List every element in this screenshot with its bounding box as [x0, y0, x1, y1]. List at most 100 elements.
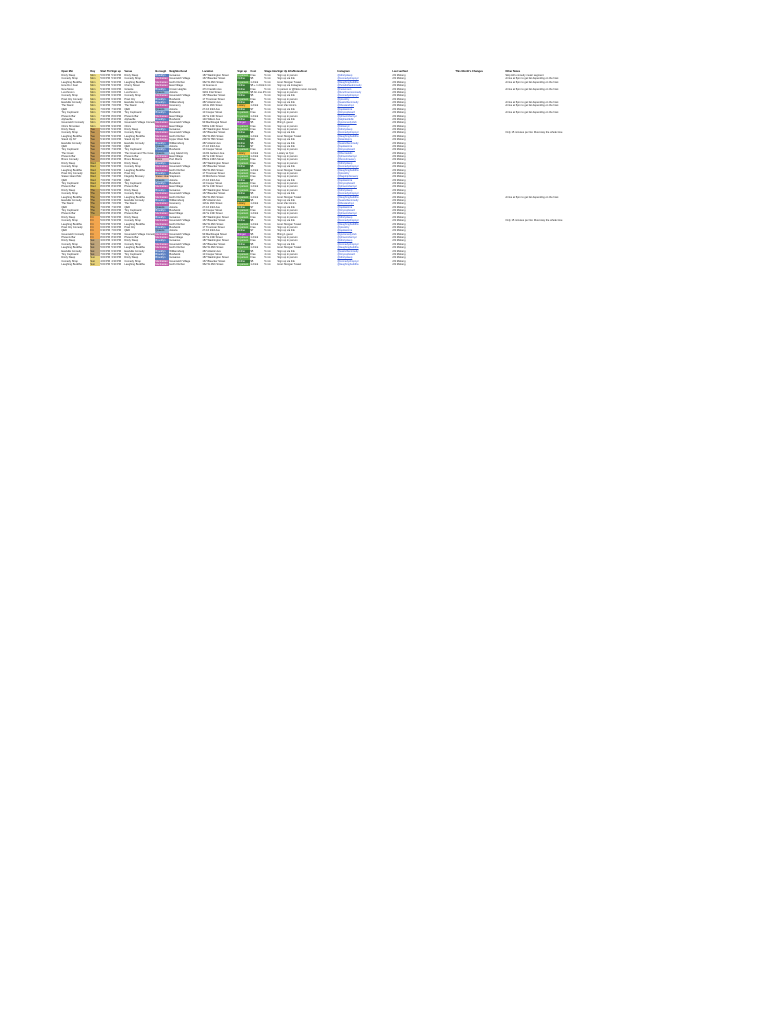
cell-borough[interactable]: Bronx — [155, 158, 169, 162]
cell-stage-time[interactable]: 5 min — [264, 239, 271, 243]
cell-sign-up-info[interactable]: Sign up via link — [277, 242, 295, 246]
cell-open-mic[interactable]: Dimly Sleep — [61, 239, 76, 243]
cell-location[interactable]: 140 Wilson Ave — [202, 117, 221, 121]
cell-last-verified[interactable]: 2/3 Moberg — [392, 185, 406, 189]
cell-sign-up[interactable]: In person — [237, 134, 250, 139]
cell-sign-up-time[interactable]: 5:30 PM — [111, 84, 122, 88]
cell-last-verified[interactable]: 2/3 Moberg — [392, 121, 406, 125]
cell-stage-time[interactable]: 5 min — [264, 263, 271, 266]
cell-stage-time[interactable]: 5 min — [264, 168, 271, 172]
cell-day[interactable]: Sat — [90, 239, 100, 243]
table-row[interactable]: QED Wed 7:00 PM 7:30 PM QED Queens Astoria 27-1… — [61, 178, 721, 182]
cell-stage-time[interactable]: 5 min — [264, 202, 271, 206]
cell-last-verified[interactable]: 2/3 Moberg — [392, 155, 406, 158]
cell-last-verified[interactable]: 2/3 Moberg — [392, 128, 406, 131]
cell-sign-up[interactable]: Online — [237, 84, 250, 88]
cell-borough[interactable]: Manhattan — [155, 232, 169, 236]
cell-cost[interactable]: Free — [250, 252, 256, 256]
cell-borough[interactable]: Brooklyn — [155, 256, 169, 260]
cell-stage-time[interactable]: 5 min — [264, 256, 271, 260]
cell-start-time[interactable]: 8:00 PM — [100, 117, 111, 121]
cell-stage-time[interactable]: 5 min — [264, 249, 271, 253]
cell-cost[interactable]: Free — [250, 182, 256, 185]
cell-open-mic[interactable]: Comedy Shop — [61, 94, 78, 98]
cell-open-mic[interactable]: Stand Up NY — [61, 138, 77, 142]
cell-location[interactable]: 487 Atlantic Ave — [202, 249, 221, 253]
cell-start-time[interactable]: 7:00 PM — [100, 111, 111, 115]
cell-sign-up[interactable]: Online — [237, 219, 250, 223]
cell-venue[interactable]: Laughing Buddha — [124, 246, 145, 250]
cell-borough[interactable]: Queens — [155, 90, 169, 95]
cell-sign-up[interactable]: In person — [237, 209, 250, 213]
cell-cost[interactable]: $5 — [250, 242, 254, 246]
cell-sign-up-time[interactable]: 7:00 PM — [111, 104, 122, 108]
cell-open-mic[interactable]: Eastville Comedy — [61, 141, 82, 145]
cell-start-time[interactable]: 5:00 PM — [100, 165, 111, 169]
cell-instagram[interactable]: @comedyshopnyc — [337, 192, 359, 196]
cell-open-mic[interactable]: Comedy Shop — [61, 131, 78, 135]
cell-last-verified[interactable]: 2/3 Moberg — [392, 198, 406, 202]
cell-sign-up[interactable]: Online — [237, 178, 250, 182]
header-stage-time[interactable]: Stage time — [264, 70, 277, 73]
cell-instagram[interactable]: @bronxbrewery — [337, 158, 356, 162]
cell-last-verified[interactable]: 2/3 Moberg — [392, 168, 406, 172]
cell-instagram[interactable]: @ottosnyc — [337, 124, 350, 128]
cell-neighborhood[interactable]: Gowanus — [169, 256, 181, 260]
cell-borough[interactable]: Brooklyn — [155, 249, 169, 253]
cell-sign-up-time[interactable]: 6:00 PM — [111, 87, 122, 91]
cell-sign-up[interactable]: In person — [237, 256, 250, 260]
cell-instagram[interactable]: @dimlysleep — [337, 239, 353, 243]
cell-sign-up-info[interactable]: Sign up via Instagram — [277, 84, 303, 88]
cell-sign-up[interactable]: In person — [237, 239, 250, 243]
cell-location[interactable]: 362 W 46th Street — [202, 195, 224, 199]
cell-start-time[interactable]: 6:00 PM — [100, 97, 111, 101]
cell-neighborhood[interactable]: Stapleton — [169, 175, 181, 179]
cell-instagram[interactable]: @gvcomedyclub — [337, 232, 357, 236]
cell-cost[interactable]: Free — [250, 87, 256, 91]
cell-sign-up[interactable]: Online — [237, 101, 250, 105]
cell-sign-up[interactable]: In person — [237, 182, 250, 186]
table-row[interactable]: The Stand Mon 6:30 PM 7:00 PM The Stand Manha… — [61, 104, 721, 108]
cell-start-time[interactable]: 6:00 PM — [100, 141, 111, 145]
cell-neighborhood[interactable]: Greenwich Village — [169, 259, 191, 263]
cell-sign-up[interactable]: In person — [237, 148, 250, 152]
cell-sign-up[interactable]: In person — [237, 90, 250, 95]
cell-start-time[interactable]: 5:00 PM — [100, 263, 111, 266]
cell-last-verified[interactable]: 2/3 Moberg — [392, 80, 406, 84]
cell-stage-time[interactable]: 5 min — [264, 138, 271, 142]
cell-day[interactable]: Mon — [90, 84, 100, 88]
cell-day[interactable]: Thu — [90, 202, 100, 206]
cell-sign-up-info[interactable]: Host: Morgan Tussel — [277, 195, 302, 199]
table-row[interactable]: Phoenix Bar Wed 8:00 PM 8:30 PM Phoenix Bar M… — [61, 185, 721, 189]
cell-cost[interactable]: 1 drink — [250, 185, 259, 189]
cell-borough[interactable]: Brooklyn — [155, 252, 169, 257]
cell-sign-up[interactable]: In person — [237, 246, 250, 250]
cell-sign-up[interactable]: Lottery — [237, 202, 250, 206]
cell-neighborhood[interactable]: Hell's Kitchen — [169, 134, 186, 138]
cell-venue[interactable]: Dimly Sleep — [124, 215, 139, 219]
cell-start-time[interactable]: 6:30 PM — [100, 202, 111, 206]
cell-venue[interactable]: QED — [124, 229, 131, 233]
cell-cost[interactable]: $7 — [250, 144, 254, 148]
cell-start-time[interactable]: 7:00 PM — [100, 148, 111, 152]
cell-sign-up-time[interactable]: 8:30 PM — [111, 212, 122, 216]
cell-open-mic[interactable]: Pixel City Comedy — [61, 171, 83, 175]
cell-day[interactable]: Mon — [90, 104, 100, 108]
cell-neighborhood[interactable]: Port Morris — [169, 158, 183, 162]
cell-last-verified[interactable]: 2/3 Moberg — [392, 114, 406, 118]
cell-neighborhood[interactable]: Williamsburg — [169, 198, 185, 202]
cell-sign-up[interactable]: Bringer — [237, 121, 250, 125]
cell-stage-time[interactable]: 5 min — [264, 114, 271, 118]
cell-open-mic[interactable]: QED — [61, 144, 68, 148]
cell-day[interactable]: Mon — [90, 124, 100, 128]
cell-open-mic[interactable]: Phoenix Bar — [61, 155, 76, 158]
cell-cost[interactable]: $7 — [250, 107, 254, 111]
cell-start-time[interactable]: 7:00 PM — [100, 107, 111, 111]
table-row[interactable]: Phoenix Bar Thu 8:00 PM 8:30 PM Phoenix Bar M… — [61, 212, 721, 216]
table-row[interactable]: Laughing Buddha Tue 5:00 PM 5:30 PM Laughing… — [61, 134, 721, 139]
cell-location[interactable]: 27-16 23rd Ave — [202, 205, 220, 209]
cell-venue[interactable]: Pixel City — [124, 225, 136, 229]
cell-start-time[interactable]: 3:00 PM — [100, 239, 111, 243]
cell-sign-up-info[interactable]: Sign up via link — [277, 77, 295, 81]
cell-sign-up-time[interactable]: 5:30 PM — [111, 263, 122, 266]
